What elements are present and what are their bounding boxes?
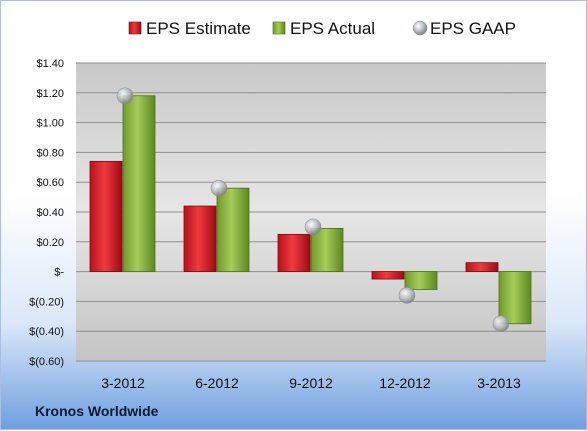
y-tick-label: $0.60 — [36, 177, 64, 189]
marker-eps-gaap — [116, 87, 134, 105]
y-tick-label: $(0.60) — [29, 356, 64, 368]
marker-eps-gaap — [210, 179, 228, 197]
x-category-label: 3-2013 — [477, 375, 521, 391]
bar-eps-actual — [216, 187, 250, 273]
bar-eps-actual — [404, 271, 438, 290]
y-tick-label: $0.20 — [36, 237, 64, 249]
legend-swatch-eps-actual — [272, 21, 286, 35]
y-tick-label: $- — [54, 267, 64, 279]
y-tick-label: $(0.40) — [29, 326, 64, 338]
company-name: Kronos Worldwide — [35, 403, 159, 419]
y-tick-label: $(0.20) — [29, 296, 64, 308]
marker-eps-gaap — [398, 287, 416, 304]
bars — [89, 95, 532, 325]
bar-eps-actual — [498, 271, 532, 325]
legend-label: EPS Estimate — [146, 19, 251, 38]
y-tick-label: $1.20 — [36, 88, 64, 100]
y-tick-label: $1.00 — [36, 118, 64, 130]
bar-eps-estimate — [277, 233, 311, 273]
bar-eps-actual — [122, 95, 156, 273]
legend-swatch-eps-estimate — [128, 21, 142, 35]
y-axis-tick-labels: $1.40 $1.20 $1.00 $0.80 $0.60 $0.40 $0.20 $- $(0… — [29, 58, 64, 368]
x-category-label: 6-2012 — [195, 375, 239, 391]
y-tick-label: $1.40 — [36, 58, 64, 70]
legend-label: EPS Actual — [290, 19, 375, 38]
bar-eps-actual — [310, 227, 344, 272]
legend: EPS Estimate EPS Actual EPS GAAP — [128, 19, 516, 38]
bar-eps-estimate — [371, 271, 405, 280]
x-category-label: 3-2012 — [101, 375, 145, 391]
bar-eps-estimate — [465, 262, 499, 273]
x-axis-category-labels: 3-2012 6-2012 9-2012 12-2012 3-2013 — [101, 375, 521, 391]
bar-eps-estimate — [183, 205, 217, 272]
legend-label: EPS GAAP — [430, 19, 516, 38]
y-tick-label: $0.80 — [36, 147, 64, 159]
y-tick-label: $0.40 — [36, 207, 64, 219]
marker-eps-gaap — [304, 218, 322, 236]
marker-eps-gaap — [492, 315, 510, 333]
gaap-markers — [116, 87, 510, 333]
x-category-label: 12-2012 — [379, 375, 431, 391]
x-category-label: 9-2012 — [289, 375, 333, 391]
bar-eps-estimate — [89, 160, 123, 272]
legend-swatch-eps-gaap — [412, 20, 428, 36]
